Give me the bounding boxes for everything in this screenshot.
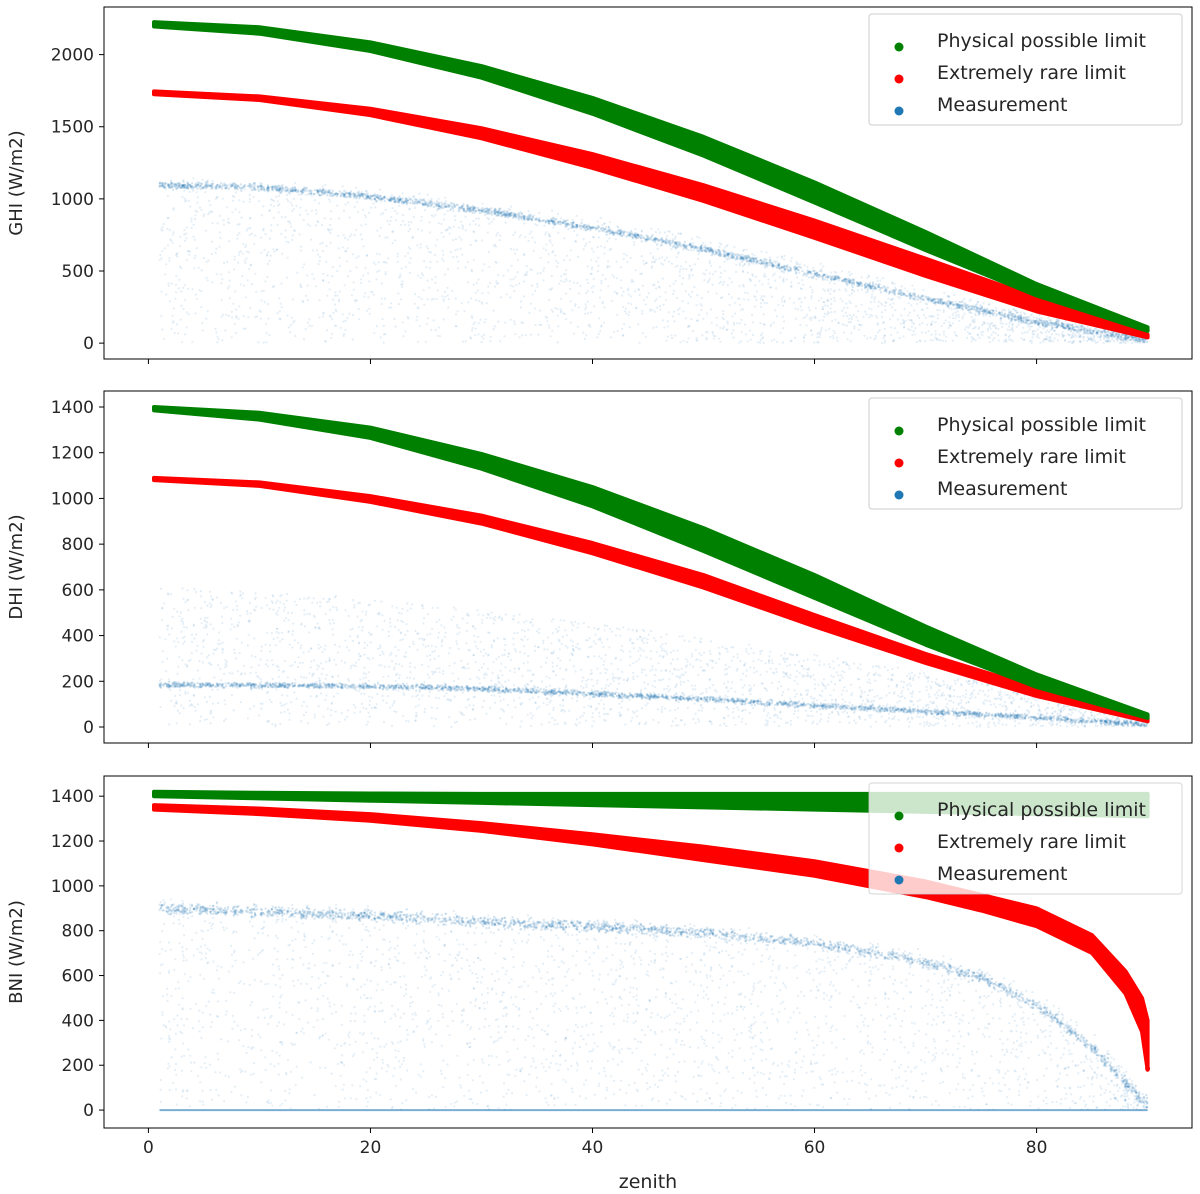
y-tick-label: 1200 xyxy=(51,832,94,852)
legend-marker-measurement xyxy=(894,106,904,116)
legend-bni: Physical possible limit Extremely rare li… xyxy=(868,782,1183,895)
legend-label-physical: Physical possible limit xyxy=(937,799,1146,821)
plot-area-ghi xyxy=(152,20,1150,345)
legend-label-extreme: Extremely rare limit xyxy=(937,446,1126,468)
legend-label-measurement: Measurement xyxy=(937,863,1067,885)
y-tick-label: 0 xyxy=(83,1101,94,1121)
legend-marker-physical xyxy=(894,811,904,821)
y-tick-label: 1500 xyxy=(51,118,94,138)
physical-limit-band-dhi xyxy=(152,405,1150,720)
legend-label-extreme: Extremely rare limit xyxy=(937,62,1126,84)
legend-marker-physical xyxy=(894,42,904,52)
legend-ghi: Physical possible limit Extremely rare li… xyxy=(868,13,1183,126)
legend-box xyxy=(868,397,1183,510)
y-tick-label: 200 xyxy=(62,1056,94,1076)
legend-label-physical: Physical possible limit xyxy=(937,30,1146,52)
y-tick-label: 1400 xyxy=(51,398,94,418)
x-tick-label: 40 xyxy=(582,1138,604,1158)
extreme-limit-band-ghi xyxy=(152,89,1150,340)
legend-dhi: Physical possible limit Extremely rare li… xyxy=(868,397,1183,510)
extreme-limit-band-dhi xyxy=(152,475,1150,724)
x-tick-label: 20 xyxy=(360,1138,382,1158)
y-tick-label: 600 xyxy=(62,967,94,987)
legend-marker-extreme xyxy=(894,843,904,853)
y-tick-label: 400 xyxy=(62,1011,94,1031)
x-tick-label: 80 xyxy=(1026,1138,1048,1158)
legend-marker-extreme xyxy=(894,74,904,84)
y-axis-label-dhi: DHI (W/m2) xyxy=(6,514,27,619)
y-tick-label: 1000 xyxy=(51,489,94,509)
axes-frame-dhi xyxy=(103,390,1193,744)
measurement-scatter-ghi xyxy=(158,177,1149,345)
plot-area-dhi xyxy=(152,405,1150,729)
legend-label-measurement: Measurement xyxy=(937,478,1067,500)
y-axis-label-ghi: GHI (W/m2) xyxy=(6,130,27,235)
y-tick-label: 500 xyxy=(62,262,94,282)
legend-marker-physical xyxy=(894,426,904,436)
y-tick-label: 1200 xyxy=(51,444,94,464)
legend-label-physical: Physical possible limit xyxy=(937,414,1146,436)
legend-label-extreme: Extremely rare limit xyxy=(937,831,1126,853)
y-tick-label: 800 xyxy=(62,535,94,555)
subplot-bni: 0 200 400 600 800 1000 1200 1400 0 20 40 60 80 BNI (W… xyxy=(6,775,1193,1158)
legend-label-measurement: Measurement xyxy=(937,94,1067,116)
y-tick-label: 800 xyxy=(62,922,94,942)
y-tick-label: 1000 xyxy=(51,877,94,897)
physical-limit-band-ghi xyxy=(152,20,1150,333)
legend-marker-measurement xyxy=(894,875,904,885)
y-tick-label: 2000 xyxy=(51,46,94,66)
y-tick-label: 1400 xyxy=(51,787,94,807)
legend-marker-extreme xyxy=(894,458,904,468)
legend-box xyxy=(868,782,1183,895)
y-tick-label: 0 xyxy=(83,334,94,354)
axes-frame-bni xyxy=(103,775,1193,1129)
measurement-scatter-dhi xyxy=(158,587,1149,729)
legend-box xyxy=(868,13,1183,126)
y-tick-label: 600 xyxy=(62,581,94,601)
x-tick-label: 60 xyxy=(804,1138,826,1158)
y-tick-label: 1000 xyxy=(51,190,94,210)
extreme-limit-endpoint xyxy=(1145,1066,1151,1072)
x-axis-label: zenith xyxy=(619,1171,677,1193)
subplot-dhi: 0 200 400 600 800 1000 1200 1400 DHI (W/m2) Physi… xyxy=(6,390,1193,748)
y-axis-label-bni: BNI (W/m2) xyxy=(6,900,27,1004)
measurement-scatter-bni xyxy=(158,898,1149,1112)
axes-frame-ghi xyxy=(103,6,1193,360)
legend-marker-measurement xyxy=(894,490,904,500)
y-tick-label: 400 xyxy=(62,627,94,647)
subplot-ghi: 0 500 1000 1500 2000 GHI (W/m2) Physical possi… xyxy=(6,6,1193,364)
x-tick-label: 0 xyxy=(143,1138,154,1158)
y-tick-label: 200 xyxy=(62,672,94,692)
y-tick-label: 0 xyxy=(83,718,94,738)
